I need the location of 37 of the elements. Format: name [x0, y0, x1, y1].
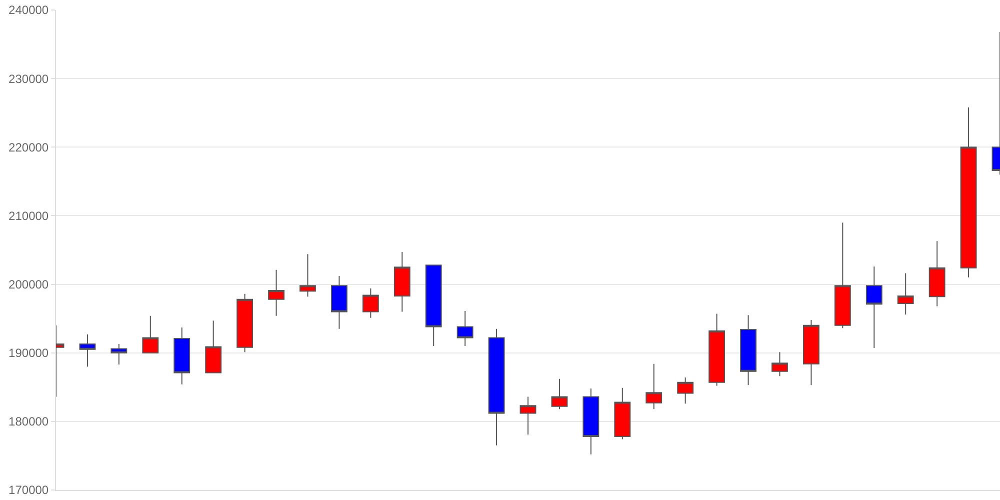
candlestick	[551, 378, 568, 410]
candlestick	[772, 352, 788, 377]
candlestick	[708, 313, 726, 386]
candlestick	[520, 396, 536, 435]
candlestick	[582, 388, 600, 455]
candlestick	[236, 293, 254, 353]
candlestick	[300, 254, 316, 298]
candlestick	[268, 269, 284, 316]
candlestick	[802, 319, 820, 386]
candlestick	[928, 240, 946, 307]
candlestick	[142, 315, 159, 354]
candlestick	[110, 343, 128, 366]
candlestick	[174, 326, 190, 385]
y-tick-label: 170000	[8, 483, 49, 498]
candlestick	[866, 266, 882, 349]
candlestick	[394, 252, 410, 312]
candlestick	[677, 377, 694, 404]
candlestick	[330, 276, 348, 330]
y-tick-label: 220000	[8, 140, 49, 154]
candlestick	[362, 288, 379, 318]
y-tick-label: 210000	[8, 208, 49, 223]
candlestick	[456, 310, 474, 346]
y-tick-label: 190000	[8, 346, 49, 360]
candlestick	[646, 363, 662, 410]
candlestick	[960, 106, 977, 278]
y-tick-label: 180000	[8, 414, 49, 429]
candlestick	[740, 314, 756, 386]
candlestick	[834, 222, 851, 329]
candlestick	[488, 328, 505, 446]
y-tick-label: 230000	[8, 72, 49, 86]
y-tick-label: 200000	[8, 277, 49, 292]
candlestick	[205, 320, 222, 374]
candlestick	[897, 272, 914, 315]
candlestick	[425, 264, 442, 346]
candlestick	[614, 387, 631, 440]
candlestick	[79, 334, 96, 368]
y-tick-label: 240000	[8, 3, 49, 18]
